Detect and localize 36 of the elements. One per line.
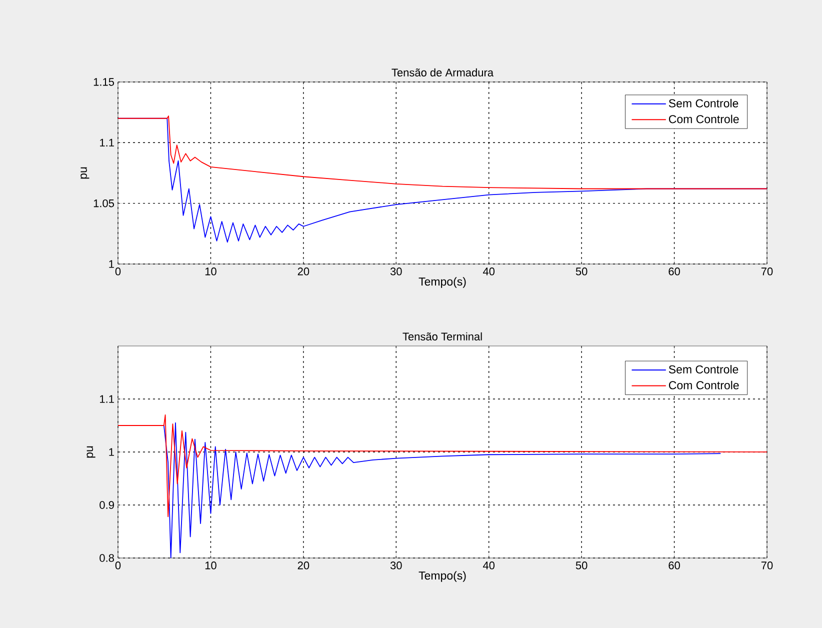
- y-tick-label: 0.9: [100, 501, 114, 509]
- legend-label: Com Controle: [668, 114, 739, 124]
- x-tick-label: 50: [576, 268, 588, 276]
- y-tick-label: 1.1: [100, 395, 114, 403]
- x-tick-label: 0: [115, 268, 121, 276]
- y-tick-label: 1.15: [94, 78, 114, 86]
- legend-label: Com Controle: [668, 380, 739, 390]
- legend-label: Sem Controle: [668, 98, 738, 108]
- x-tick-label: 70: [761, 562, 773, 570]
- chart-title: Tensão Terminal: [402, 332, 482, 340]
- x-tick-label: 40: [482, 268, 495, 276]
- x-tick-label: 0: [115, 562, 121, 570]
- x-tick-label: 60: [668, 268, 680, 276]
- x-axis-title: Tempo(s): [418, 571, 466, 582]
- line-series: [118, 116, 767, 190]
- x-tick-label: 10: [205, 268, 216, 276]
- y-tick-label: 1: [109, 448, 114, 456]
- y-tick-label: 1: [109, 260, 114, 268]
- y-tick-label: 1.05: [94, 199, 114, 208]
- x-tick-label: 10: [205, 562, 216, 570]
- legend-label: Sem Controle: [668, 365, 738, 374]
- x-tick-label: 50: [576, 562, 588, 570]
- y-axis-title: pu: [80, 167, 90, 179]
- x-tick-label: 20: [298, 268, 310, 276]
- line-series: [118, 414, 767, 518]
- y-tick-label: 0.8: [100, 554, 114, 562]
- y-tick-label: 1.1: [100, 138, 114, 146]
- x-axis-title: Tempo(s): [418, 277, 466, 288]
- x-tick-label: 60: [668, 562, 680, 570]
- x-tick-label: 70: [761, 268, 773, 276]
- y-axis-title: pu: [86, 446, 96, 458]
- x-tick-label: 30: [390, 268, 402, 276]
- x-tick-label: 20: [298, 562, 310, 570]
- x-tick-label: 30: [390, 562, 402, 570]
- x-tick-label: 40: [482, 562, 495, 570]
- chart-title: Tensão de Armadura: [392, 68, 494, 76]
